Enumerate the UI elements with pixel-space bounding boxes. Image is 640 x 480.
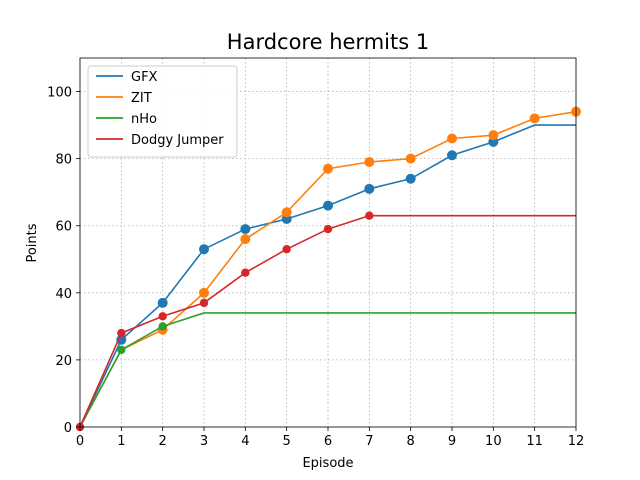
- legend-box: [87, 65, 238, 158]
- y-tick-label: 0: [64, 421, 72, 436]
- y-axis-title: Points: [25, 223, 40, 262]
- x-tick-label: 6: [324, 434, 332, 449]
- data-point: [364, 183, 375, 194]
- x-tick-label: 12: [568, 434, 585, 449]
- x-axis-title: Episode: [302, 456, 353, 471]
- legend-label: ZIT: [131, 91, 152, 106]
- y-tick-label: 100: [47, 86, 72, 101]
- x-tick-label: 5: [283, 434, 291, 449]
- legend-label: nHo: [131, 112, 157, 127]
- data-point: [199, 287, 209, 298]
- x-tick-label: 10: [485, 434, 502, 449]
- x-tick-label: 4: [241, 434, 249, 449]
- data-point: [157, 297, 168, 308]
- x-tick-label: 7: [365, 434, 373, 449]
- series-nho: [79, 312, 576, 428]
- x-tick-label: 3: [200, 434, 208, 449]
- data-point: [447, 133, 457, 144]
- data-point: [488, 130, 499, 141]
- legend: GFX ZIT nHo Dodgy Jumper: [87, 65, 238, 158]
- y-tick-label: 60: [55, 220, 72, 235]
- data-point: [199, 298, 209, 308]
- data-point: [447, 150, 457, 161]
- data-point: [365, 211, 374, 220]
- x-tick-label: 2: [159, 434, 167, 449]
- data-point: [323, 224, 333, 234]
- data-point: [281, 207, 292, 218]
- x-tick-label: 1: [117, 434, 125, 449]
- x-tick-label: 11: [526, 434, 543, 449]
- y-tick-label: 80: [55, 153, 72, 168]
- data-point: [405, 153, 416, 164]
- data-point: [241, 268, 250, 277]
- series-dodgy-jumper: [75, 211, 576, 432]
- data-point: [529, 113, 540, 124]
- legend-label: Dodgy Jumper: [131, 133, 224, 148]
- data-point: [240, 224, 251, 235]
- chart-title: Hardcore hermits 1: [227, 30, 429, 54]
- series-group: [75, 106, 581, 432]
- data-point: [323, 163, 333, 174]
- x-tick-label: 9: [448, 434, 456, 449]
- data-point: [282, 245, 291, 254]
- data-point: [117, 345, 126, 355]
- data-point: [117, 328, 126, 338]
- data-point: [364, 156, 375, 167]
- data-point: [158, 322, 167, 331]
- data-point: [199, 244, 209, 255]
- y-tick-label: 20: [55, 354, 72, 369]
- data-point: [158, 312, 167, 321]
- x-tick-label: 8: [407, 434, 415, 449]
- x-tick-label: 0: [76, 434, 84, 449]
- data-point: [240, 234, 251, 245]
- data-point: [405, 173, 416, 184]
- series-gfx: [79, 124, 576, 428]
- data-point: [323, 200, 333, 211]
- y-tick-label: 40: [55, 287, 72, 302]
- legend-label: GFX: [131, 70, 158, 85]
